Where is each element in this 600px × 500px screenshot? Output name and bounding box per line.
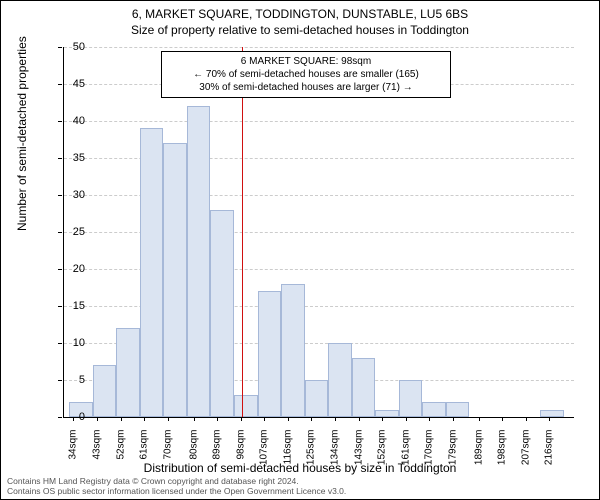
x-tick-mark xyxy=(406,417,407,421)
y-tick-mark xyxy=(58,417,62,418)
x-tick-mark xyxy=(144,417,145,421)
x-tick-mark xyxy=(526,417,527,421)
y-tick-mark xyxy=(58,380,62,381)
x-tick-mark xyxy=(97,417,98,421)
chart-container: 6, MARKET SQUARE, TODDINGTON, DUNSTABLE,… xyxy=(0,0,600,500)
histogram-bar xyxy=(399,380,423,417)
y-tick-mark xyxy=(58,121,62,122)
x-tick-label: 198sqm xyxy=(497,430,508,480)
y-tick-label: 30 xyxy=(45,189,85,201)
y-tick-label: 20 xyxy=(45,263,85,275)
y-tick-mark xyxy=(58,343,62,344)
y-tick-label: 15 xyxy=(45,300,85,312)
histogram-bar xyxy=(375,410,399,417)
histogram-bar xyxy=(163,143,187,417)
footer-line2: Contains OS public sector information li… xyxy=(7,486,346,496)
y-axis-label: Number of semi-detached properties xyxy=(15,36,29,231)
histogram-bar xyxy=(234,395,258,417)
x-tick-label: 61sqm xyxy=(139,430,150,480)
x-tick-mark xyxy=(382,417,383,421)
chart-title-address: 6, MARKET SQUARE, TODDINGTON, DUNSTABLE,… xyxy=(1,7,599,21)
x-tick-label: 107sqm xyxy=(259,430,270,480)
x-tick-label: 189sqm xyxy=(473,430,484,480)
histogram-bar xyxy=(93,365,117,417)
x-tick-mark xyxy=(241,417,242,421)
annotation-line3: 30% of semi-detached houses are larger (… xyxy=(166,81,446,94)
y-tick-mark xyxy=(58,269,62,270)
y-tick-mark xyxy=(58,232,62,233)
histogram-bar xyxy=(140,128,164,417)
gridline xyxy=(64,417,574,418)
footer-line1: Contains HM Land Registry data © Crown c… xyxy=(7,476,346,486)
histogram-bar xyxy=(258,291,282,417)
y-tick-label: 25 xyxy=(45,226,85,238)
y-tick-label: 0 xyxy=(45,411,85,423)
x-tick-label: 52sqm xyxy=(115,430,126,480)
y-tick-mark xyxy=(58,195,62,196)
x-tick-label: 161sqm xyxy=(400,430,411,480)
x-tick-label: 179sqm xyxy=(447,430,458,480)
histogram-bar xyxy=(187,106,211,417)
y-tick-label: 10 xyxy=(45,337,85,349)
x-tick-mark xyxy=(73,417,74,421)
x-tick-label: 98sqm xyxy=(235,430,246,480)
histogram-bar xyxy=(328,343,352,417)
annotation-line2: ← 70% of semi-detached houses are smalle… xyxy=(166,68,446,81)
annotation-line1: 6 MARKET SQUARE: 98sqm xyxy=(166,55,446,68)
footer-attribution: Contains HM Land Registry data © Crown c… xyxy=(7,476,346,496)
y-tick-mark xyxy=(58,158,62,159)
marker-line xyxy=(242,47,243,417)
histogram-bar xyxy=(422,402,446,417)
y-tick-mark xyxy=(58,306,62,307)
histogram-bar xyxy=(210,210,234,417)
histogram-bar xyxy=(116,328,140,417)
x-tick-label: 134sqm xyxy=(330,430,341,480)
x-tick-label: 89sqm xyxy=(212,430,223,480)
y-tick-mark xyxy=(58,47,62,48)
plot-area xyxy=(63,47,574,418)
x-tick-label: 70sqm xyxy=(162,430,173,480)
y-tick-label: 45 xyxy=(45,78,85,90)
x-tick-mark xyxy=(194,417,195,421)
histogram-bar xyxy=(446,402,470,417)
x-tick-mark xyxy=(264,417,265,421)
histogram-bar xyxy=(352,358,376,417)
x-tick-label: 143sqm xyxy=(353,430,364,480)
x-tick-label: 125sqm xyxy=(306,430,317,480)
y-tick-label: 50 xyxy=(45,41,85,53)
x-tick-mark xyxy=(453,417,454,421)
chart-subtitle: Size of property relative to semi-detach… xyxy=(1,23,599,37)
x-tick-mark xyxy=(549,417,550,421)
histogram-bar xyxy=(281,284,305,417)
y-tick-label: 35 xyxy=(45,152,85,164)
x-tick-mark xyxy=(479,417,480,421)
x-tick-label: 216sqm xyxy=(544,430,555,480)
x-tick-mark xyxy=(311,417,312,421)
gridline xyxy=(64,47,574,48)
x-tick-mark xyxy=(121,417,122,421)
x-tick-label: 170sqm xyxy=(424,430,435,480)
histogram-bar xyxy=(540,410,564,417)
x-tick-mark xyxy=(168,417,169,421)
histogram-bar xyxy=(305,380,329,417)
x-tick-mark xyxy=(429,417,430,421)
x-tick-label: 43sqm xyxy=(92,430,103,480)
y-tick-label: 40 xyxy=(45,115,85,127)
x-tick-label: 34sqm xyxy=(68,430,79,480)
x-tick-mark xyxy=(217,417,218,421)
x-tick-label: 152sqm xyxy=(377,430,388,480)
y-tick-mark xyxy=(58,84,62,85)
x-tick-label: 80sqm xyxy=(188,430,199,480)
x-tick-mark xyxy=(288,417,289,421)
x-tick-mark xyxy=(335,417,336,421)
y-tick-label: 5 xyxy=(45,374,85,386)
x-tick-mark xyxy=(359,417,360,421)
x-tick-label: 116sqm xyxy=(282,430,293,480)
x-tick-mark xyxy=(502,417,503,421)
annotation-box: 6 MARKET SQUARE: 98sqm ← 70% of semi-det… xyxy=(161,51,451,98)
x-tick-label: 207sqm xyxy=(520,430,531,480)
gridline xyxy=(64,121,574,122)
